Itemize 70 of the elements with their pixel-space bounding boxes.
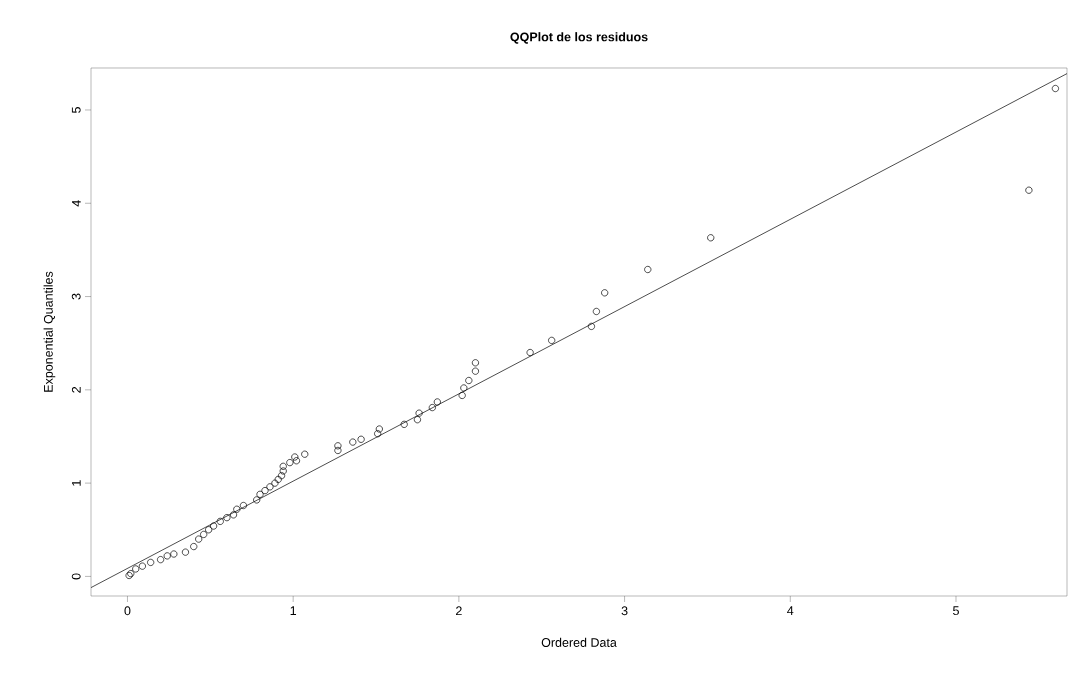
point <box>471 359 479 367</box>
point <box>428 404 436 412</box>
point <box>223 514 231 522</box>
y-tick-label: 4 <box>72 200 81 207</box>
point <box>460 384 468 392</box>
point <box>266 483 274 491</box>
x-tick-label: 0 <box>124 606 131 616</box>
x-tick-label: 5 <box>953 606 959 616</box>
y-tick-label: 0 <box>71 573 81 580</box>
point <box>138 562 146 570</box>
point <box>239 501 247 510</box>
point <box>471 367 479 375</box>
point <box>349 438 357 446</box>
point <box>205 526 213 534</box>
x-tick-label: 4 <box>787 606 794 615</box>
point <box>292 457 301 465</box>
point <box>334 442 342 450</box>
y-axis-title: Exponential Quantiles <box>43 271 56 392</box>
point <box>601 289 609 297</box>
point <box>644 265 652 274</box>
point <box>163 552 171 560</box>
point <box>170 550 178 558</box>
point <box>357 435 365 443</box>
point <box>526 348 534 357</box>
point <box>291 453 299 461</box>
point <box>274 475 282 483</box>
y-tick-label: 3 <box>71 293 81 300</box>
point <box>181 548 189 556</box>
point <box>375 425 383 433</box>
point <box>465 376 473 385</box>
point <box>587 322 595 330</box>
point <box>253 496 261 504</box>
point <box>216 517 224 525</box>
point <box>548 336 556 344</box>
point <box>707 234 715 242</box>
x-tick-label: 2 <box>456 606 462 616</box>
point <box>458 391 466 399</box>
y-tick-label: 1 <box>72 480 81 486</box>
point <box>592 307 600 316</box>
point <box>233 505 241 513</box>
point <box>433 398 441 406</box>
point <box>413 416 421 424</box>
point <box>279 462 287 470</box>
point <box>147 558 155 566</box>
point <box>1051 84 1059 93</box>
chart-title: QQPlot de los residuos <box>510 32 648 44</box>
x-tick-label: 1 <box>290 606 297 615</box>
point <box>229 511 238 519</box>
y-tick-label: 5 <box>71 107 81 113</box>
point <box>374 430 382 438</box>
x-axis-title: Ordered Data <box>541 637 617 647</box>
point <box>256 490 264 498</box>
point <box>261 487 269 495</box>
point <box>132 565 140 573</box>
point <box>190 543 198 551</box>
point <box>279 467 287 475</box>
point <box>415 409 423 417</box>
point <box>195 535 203 543</box>
point <box>271 479 279 487</box>
point <box>301 450 309 458</box>
point <box>278 472 286 480</box>
x-tick-label: 3 <box>621 606 628 616</box>
point <box>286 459 294 467</box>
point <box>400 420 408 428</box>
point <box>334 446 342 455</box>
point <box>200 530 208 538</box>
point <box>157 556 165 564</box>
y-tick-label: 2 <box>71 386 81 393</box>
point <box>1025 186 1033 194</box>
point <box>210 522 218 530</box>
